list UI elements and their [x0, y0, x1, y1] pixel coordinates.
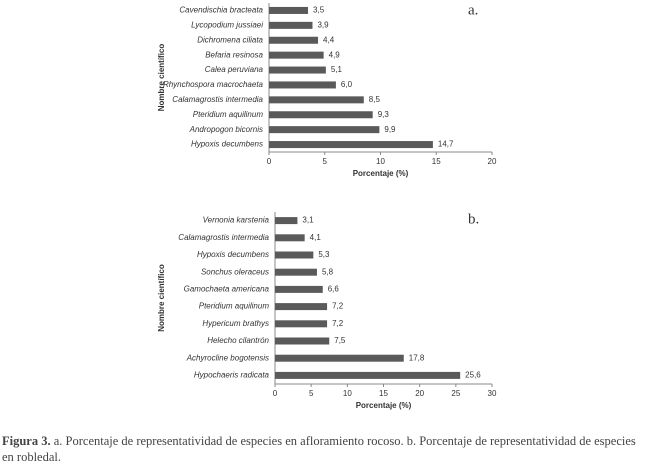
y-tick-label: Hypoxis decumbens: [197, 250, 269, 259]
x-tick-label: 5: [323, 157, 328, 166]
y-tick-label: Achyrocline bogotensis: [186, 353, 269, 362]
bar: [269, 111, 373, 119]
y-tick-label: Hypoxis decumbens: [191, 140, 263, 149]
x-axis-title: Porcentaje (%): [353, 169, 409, 178]
y-tick-label: Cavendischia bracteata: [179, 6, 263, 15]
value-label: 17,8: [409, 353, 425, 362]
bar: [269, 141, 433, 149]
value-label: 9,3: [378, 110, 390, 119]
value-label: 5,1: [331, 65, 343, 74]
bar: [269, 51, 324, 59]
caption: Figura 3. a. Porcentaje de representativ…: [2, 433, 648, 465]
bar: [275, 337, 330, 345]
bar: [269, 81, 336, 89]
value-label: 7,5: [334, 336, 346, 345]
y-axis-title: Nombre científico: [157, 264, 166, 332]
y-tick-label: Calea peruviana: [205, 65, 264, 74]
value-label: 4,9: [329, 50, 341, 59]
value-label: 6,0: [341, 80, 353, 89]
bar: [275, 251, 314, 259]
x-tick-label: 5: [309, 389, 314, 398]
x-tick-label: 20: [415, 389, 424, 398]
value-label: 7,2: [332, 302, 344, 311]
x-tick-label: 20: [488, 157, 497, 166]
value-label: 3,5: [313, 6, 325, 15]
x-tick-label: 30: [488, 389, 497, 398]
y-tick-label: Calamagrostis intermedia: [178, 233, 269, 242]
bar: [275, 285, 323, 293]
y-tick-label: Pteridium aquilinum: [199, 302, 270, 311]
bar: [275, 371, 461, 379]
value-label: 3,1: [302, 216, 314, 225]
x-tick-label: 15: [432, 157, 441, 166]
value-label: 3,9: [317, 20, 329, 29]
y-tick-label: Helecho cilantrón: [207, 336, 269, 345]
value-label: 5,3: [318, 250, 330, 259]
y-axis-title: Nombre científico: [157, 44, 166, 112]
caption-text: a. Porcentaje de representatividad de es…: [2, 434, 636, 464]
value-label: 8,5: [369, 95, 381, 104]
x-tick-label: 10: [376, 157, 385, 166]
bar: [269, 96, 364, 104]
y-tick-label: Dichromena ciliata: [197, 35, 263, 44]
value-label: 5,8: [322, 267, 334, 276]
bar: [269, 126, 380, 134]
panel-label: a.: [468, 2, 478, 18]
panel-label: b.: [468, 211, 479, 227]
y-tick-label: Pteridium aquilinum: [193, 110, 264, 119]
figure: 0 5 10 15 20 Cavendischia bracteata 3,5 Lycopod…: [157, 2, 497, 410]
bar: [269, 36, 319, 44]
bar: [275, 268, 317, 276]
y-tick-label: Sonchus oleraceus: [201, 267, 269, 276]
bar: [269, 66, 326, 74]
bar: [275, 234, 305, 242]
value-label: 9,9: [384, 125, 396, 134]
x-axis-title: Porcentaje (%): [356, 401, 412, 410]
x-tick-label: 0: [273, 389, 278, 398]
value-label: 25,6: [465, 371, 481, 380]
y-tick-label: Hypericum brathys: [202, 319, 269, 328]
caption-label: Figura 3.: [2, 434, 51, 448]
x-tick-label: 25: [451, 389, 460, 398]
bar: [275, 354, 404, 362]
value-label: 6,6: [328, 285, 340, 294]
bar: [275, 303, 328, 311]
y-tick-label: Gamochaeta americana: [184, 285, 270, 294]
value-label: 14,7: [438, 140, 454, 149]
y-tick-label: Rhynchospora macrochaeta: [163, 80, 264, 89]
y-tick-label: Vernonia karstenia: [203, 216, 270, 225]
value-label: 7,2: [332, 319, 344, 328]
y-tick-label: Lycopodium jussiaei: [191, 20, 263, 29]
y-tick-label: Hypochaeris radicata: [194, 371, 270, 380]
y-tick-label: Andropogon bicornis: [189, 125, 263, 134]
bar: [275, 217, 298, 225]
bar: [275, 320, 328, 328]
value-label: 4,4: [323, 35, 335, 44]
x-tick-label: 0: [267, 157, 272, 166]
value-label: 4,1: [310, 233, 322, 242]
bar: [269, 6, 309, 14]
x-tick-label: 10: [343, 389, 352, 398]
y-tick-label: Befaria resinosa: [205, 50, 263, 59]
bar: [269, 21, 313, 29]
y-tick-label: Calamagrostis intermedia: [172, 95, 263, 104]
x-tick-label: 15: [379, 389, 388, 398]
